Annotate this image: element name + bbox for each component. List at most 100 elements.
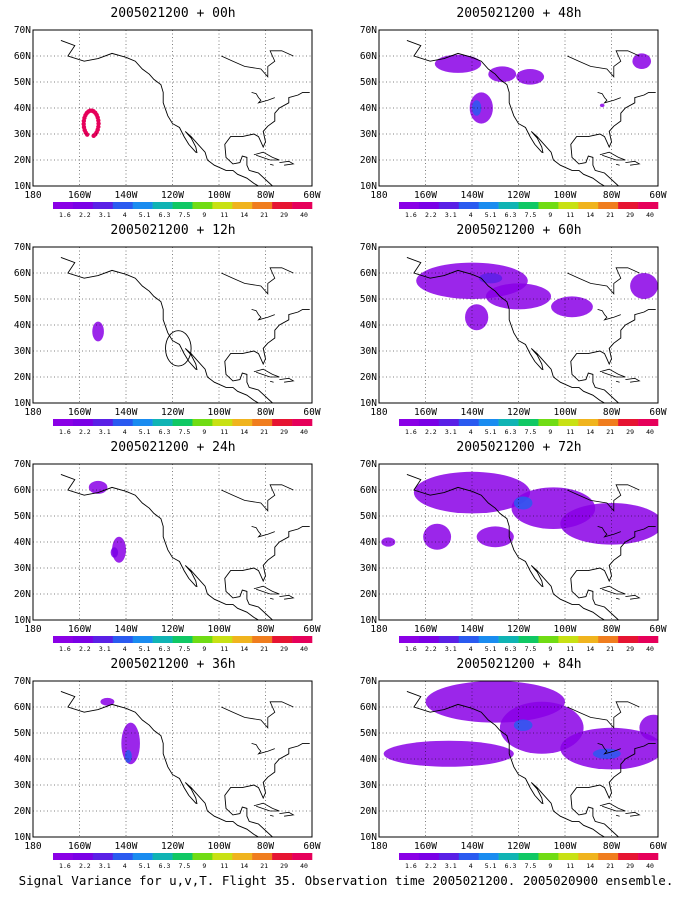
colorbar-label: 14 — [240, 645, 248, 653]
coastline — [597, 309, 621, 321]
lat-tick-label: 50N — [360, 77, 377, 88]
coastline — [567, 484, 640, 512]
coastline — [567, 267, 640, 295]
colorbar-label: 2.2 — [425, 211, 437, 219]
colorbar-label: 14 — [240, 428, 248, 436]
colorbar-swatch — [458, 853, 479, 860]
lat-tick-label: 60N — [14, 268, 31, 279]
colorbar-swatch — [598, 853, 619, 860]
lon-tick-label: 140W — [461, 190, 484, 201]
colorbar-label: 40 — [300, 645, 308, 653]
colorbar-label: 4 — [469, 428, 473, 436]
panel-title: 2005021200 + 72h — [456, 440, 582, 455]
colorbar-swatch — [498, 419, 519, 426]
colorbar-swatch — [232, 853, 253, 860]
lon-tick-label: 80W — [603, 841, 620, 852]
panel-title: 2005021200 + 84h — [456, 657, 582, 672]
coastline — [406, 473, 656, 620]
colorbar-swatch — [438, 202, 460, 209]
colorbar-swatch — [72, 853, 94, 860]
colorbar-swatch — [538, 202, 559, 209]
colorbar-swatch — [638, 202, 659, 209]
colorbar-swatch — [232, 202, 253, 209]
colorbar-label: 1.6 — [59, 211, 71, 219]
colorbar-label: 40 — [300, 211, 308, 219]
colorbar-label: 5.1 — [485, 428, 497, 436]
coastline — [221, 701, 294, 729]
colorbar-label: 3.1 — [445, 211, 457, 219]
lon-tick-label: 100W — [554, 624, 577, 635]
coastline — [221, 484, 294, 512]
coastline — [615, 597, 620, 600]
colorbar-swatch — [252, 419, 273, 426]
colorbar-swatch — [212, 202, 233, 209]
colorbar-label: 29 — [626, 428, 634, 436]
map-frame — [32, 680, 313, 838]
lon-tick-label: 60W — [649, 624, 666, 635]
coastline — [615, 814, 620, 817]
colorbar-label: 4 — [469, 862, 473, 870]
lat-tick-label: 20N — [360, 806, 377, 817]
variance-contour — [383, 740, 514, 767]
variance-contour — [476, 526, 514, 548]
colorbar-label: 5.1 — [485, 211, 497, 219]
lon-tick-label: 140W — [115, 841, 138, 852]
coastline — [625, 594, 641, 600]
figure-caption: Signal Variance for u,v,T. Flight 35. Ob… — [18, 873, 674, 888]
colorbar-swatch — [112, 636, 133, 643]
colorbar-label: 9 — [202, 428, 206, 436]
colorbar-swatch — [518, 419, 539, 426]
map-frame — [378, 246, 659, 404]
colorbar-label: 4 — [469, 645, 473, 653]
colorbar-swatch — [252, 636, 273, 643]
lat-tick-label: 30N — [14, 780, 31, 791]
lon-tick-label: 60W — [303, 190, 320, 201]
colorbar-swatch — [292, 419, 313, 426]
coastline — [60, 473, 310, 620]
colorbar-swatch — [498, 853, 519, 860]
colorbar-swatch — [152, 636, 173, 643]
lon-tick-label: 140W — [115, 190, 138, 201]
colorbar-label: 11 — [566, 862, 574, 870]
colorbar-swatch — [132, 419, 153, 426]
colorbar-swatch — [418, 636, 440, 643]
colorbar-label: 29 — [280, 862, 288, 870]
lat-tick-label: 40N — [360, 537, 377, 548]
lon-tick-label: 120W — [161, 190, 184, 201]
colorbar-swatch — [152, 202, 173, 209]
lon-tick-label: 80W — [603, 190, 620, 201]
lat-tick-label: 50N — [14, 294, 31, 305]
lon-tick-label: 180 — [24, 407, 41, 418]
colorbar-label: 14 — [586, 645, 594, 653]
colorbar-swatch — [538, 636, 559, 643]
lat-tick-label: 30N — [14, 129, 31, 140]
lat-tick-label: 20N — [14, 372, 31, 383]
variance-contour — [516, 69, 545, 85]
colorbar-label: 9 — [548, 645, 552, 653]
lat-tick-label: 20N — [14, 806, 31, 817]
colorbar-label: 1.6 — [59, 862, 71, 870]
variance-contour — [513, 496, 533, 510]
colorbar-swatch — [418, 419, 440, 426]
coastline — [60, 690, 310, 837]
lon-tick-label: 160W — [68, 841, 91, 852]
colorbar-label: 1.6 — [405, 211, 417, 219]
colorbar-label: 21 — [606, 428, 614, 436]
lat-tick-label: 20N — [360, 372, 377, 383]
colorbar-swatch — [598, 636, 619, 643]
colorbar-label: 11 — [566, 428, 574, 436]
colorbar-swatch — [578, 853, 599, 860]
lon-tick-label: 180 — [370, 624, 387, 635]
map-panel: 70N 60N 50N 40N 30N 20N 10N 180 160W 140W 120W 100W… — [346, 0, 692, 219]
lat-tick-label: 60N — [360, 51, 377, 62]
lat-tick-label: 70N — [360, 459, 377, 470]
colorbar-swatch — [92, 419, 114, 426]
lon-tick-label: 160W — [414, 190, 437, 201]
colorbar-swatch — [53, 853, 74, 860]
variance-contour — [632, 53, 652, 69]
colorbar-label: 14 — [240, 211, 248, 219]
colorbar-label: 6.3 — [505, 211, 517, 219]
lat-tick-label: 10N — [360, 181, 377, 192]
lon-tick-label: 180 — [370, 407, 387, 418]
